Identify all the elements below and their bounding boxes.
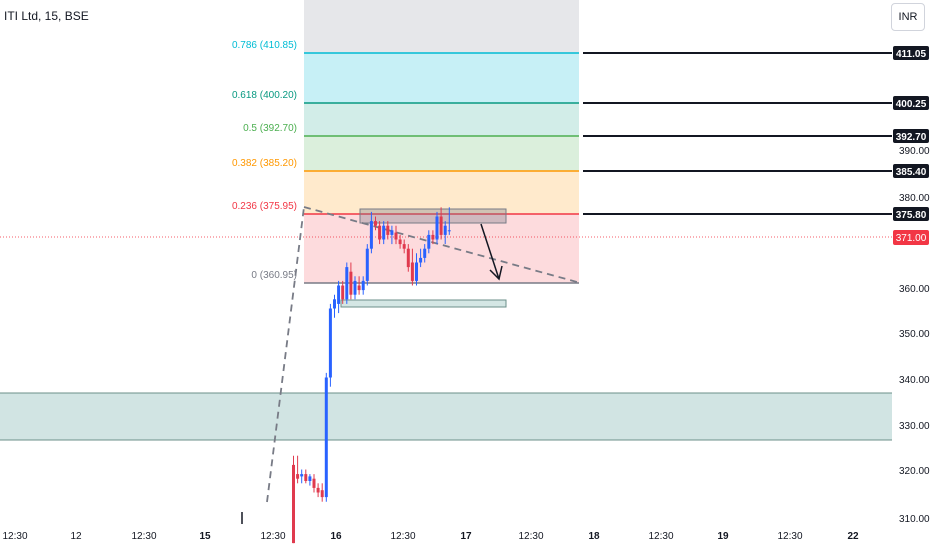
last-price-tag: 371.00 <box>896 233 927 244</box>
y-tick-label: 380.00 <box>899 193 930 204</box>
support-box <box>340 299 507 308</box>
candle-body <box>300 474 304 477</box>
candle-body <box>361 280 365 291</box>
y-tick-label: 390.00 <box>899 146 930 157</box>
resistance-box <box>359 208 507 224</box>
x-tick-label: 19 <box>717 531 729 542</box>
x-tick-label: 12 <box>70 531 82 542</box>
price-tag-bg-3 <box>893 164 929 178</box>
x-tick-label: 22 <box>847 531 859 542</box>
fib-band-0 <box>304 53 579 103</box>
candle-body <box>406 248 410 268</box>
currency-button[interactable]: INR <box>891 3 925 31</box>
candle-body <box>312 478 316 488</box>
price-tag-3: 385.40 <box>896 167 927 178</box>
candle-body <box>378 225 382 240</box>
trendline-up <box>266 206 305 503</box>
arrow-head <box>489 265 503 281</box>
candle-body <box>337 285 341 304</box>
price-tag-2: 392.70 <box>896 132 927 143</box>
candle-body <box>308 476 312 481</box>
candle-body <box>365 248 369 281</box>
x-tick-label: 12:30 <box>131 531 156 542</box>
x-tick-label: 12:30 <box>390 531 415 542</box>
price-tag-bg-2 <box>893 129 929 143</box>
price-tag-1: 400.25 <box>896 99 927 110</box>
price-tag-bg-0 <box>893 46 929 60</box>
candle-body <box>345 267 349 300</box>
arrow-shaft <box>480 223 500 280</box>
candle-body <box>394 232 398 240</box>
x-tick-label: 18 <box>588 531 600 542</box>
symbol-title: ITI Ltd, 15, BSE <box>4 9 89 23</box>
candle-body <box>296 474 300 479</box>
candle-body <box>427 234 431 249</box>
last-price-tag-bg <box>893 230 929 245</box>
candle-body <box>341 285 345 300</box>
candle-body <box>382 225 386 240</box>
price-tag-4: 375.80 <box>896 210 927 221</box>
candle-body <box>390 230 394 235</box>
fib-band-2 <box>304 136 579 171</box>
candle-body <box>316 487 320 493</box>
candle-body <box>431 234 435 240</box>
fib-label-0: 0.786 (410.85) <box>232 40 297 51</box>
price-tag-bg-4 <box>893 207 929 221</box>
fib-band-top <box>304 0 579 53</box>
fib-label-1: 0.618 (400.20) <box>232 90 297 101</box>
x-tick-label: 12:30 <box>2 531 27 542</box>
candle-body <box>419 257 423 263</box>
candle-body <box>369 221 373 249</box>
candle-body <box>443 225 447 235</box>
candle-body <box>386 225 390 235</box>
candle-body <box>292 464 295 544</box>
y-tick-label: 340.00 <box>899 375 930 386</box>
candle-body <box>349 271 353 295</box>
fib-band-3 <box>304 171 579 214</box>
fib-band-1 <box>304 103 579 136</box>
x-tick-label: 12:30 <box>777 531 802 542</box>
candle-body <box>398 239 402 245</box>
y-tick-label: 350.00 <box>899 329 930 340</box>
candle-body <box>374 221 377 226</box>
demand-zone <box>0 393 892 440</box>
y-tick-label: 360.00 <box>899 284 930 295</box>
candle-body <box>353 280 357 295</box>
candle-body <box>410 262 414 281</box>
fib-label-3: 0.382 (385.20) <box>232 158 297 169</box>
fib-label-4: 0.236 (375.95) <box>232 201 297 212</box>
fib-label-2: 0.5 (392.70) <box>243 123 297 134</box>
candle-body <box>439 216 443 235</box>
y-tick-label: 330.00 <box>899 421 930 432</box>
candle-body <box>304 474 308 481</box>
candle-body <box>324 377 328 498</box>
x-tick-label: 12:30 <box>648 531 673 542</box>
candle-body <box>435 216 439 240</box>
candle-body <box>357 285 361 291</box>
candle-body <box>447 230 451 232</box>
x-tick-label: 16 <box>330 531 342 542</box>
x-tick-label: 12:30 <box>260 531 285 542</box>
price-tag-0: 411.05 <box>896 49 926 60</box>
candle-body <box>333 299 336 309</box>
candle-body <box>320 490 324 498</box>
candle-body <box>402 244 406 249</box>
price-tag-bg-1 <box>893 96 929 110</box>
x-tick-label: 17 <box>460 531 472 542</box>
fib-label-5: 0 (360.95) <box>251 270 297 281</box>
y-tick-label: 310.00 <box>899 514 930 525</box>
candle-body <box>328 308 332 378</box>
x-tick-label: 12:30 <box>518 531 543 542</box>
candle-body <box>415 262 418 281</box>
x-tick-label: 15 <box>199 531 211 542</box>
candle-body <box>423 248 427 258</box>
y-tick-label: 320.00 <box>899 466 930 477</box>
